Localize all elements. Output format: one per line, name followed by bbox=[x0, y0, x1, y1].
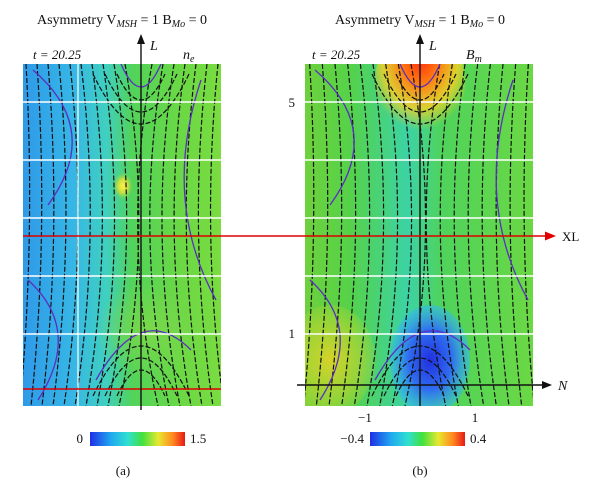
panel-b-variable-label: Bm bbox=[466, 48, 482, 65]
panel-a-separatrix bbox=[27, 279, 59, 401]
panel-b-title: Asymmetry VMSH = 1 BMo = 0 bbox=[335, 13, 505, 30]
panel-b-y-tick-5: 5 bbox=[289, 95, 296, 110]
panel-a-separatrix bbox=[183, 79, 217, 301]
panel-a-l-axis-arrow-icon bbox=[137, 34, 145, 44]
panel-b-separatrices bbox=[309, 64, 529, 401]
panel-b-l-label: L bbox=[428, 39, 437, 54]
panel-b-n-axis-arrow-icon bbox=[542, 381, 552, 389]
panel-a: Asymmetry VMSH = 1 BMo = 0 t = 20.25 L n… bbox=[0, 13, 257, 478]
panel-a-separatrices bbox=[27, 64, 217, 401]
xl-arrow-icon bbox=[545, 231, 556, 241]
panel-b-warm-left bbox=[305, 305, 375, 406]
panel-a-field-line bbox=[223, 64, 235, 406]
panel-b-field-line bbox=[278, 64, 287, 406]
panel-a-field-loop bbox=[104, 357, 178, 397]
panel-a-grid bbox=[23, 64, 221, 406]
panel-a-colorbar-max: 1.5 bbox=[190, 431, 206, 446]
panel-b-y-tick-1: 1 bbox=[289, 326, 296, 341]
panel-a-colorbar-min: 0 bbox=[77, 431, 84, 446]
panel-a-time-label: t = 20.25 bbox=[33, 47, 82, 62]
panel-b-separatrix bbox=[495, 79, 529, 301]
panel-b-x-tick-1: 1 bbox=[472, 410, 479, 425]
panel-a-title: Asymmetry VMSH = 1 BMo = 0 bbox=[37, 13, 207, 30]
panel-b-field-line bbox=[291, 64, 300, 406]
panel-a-caption: (a) bbox=[116, 463, 130, 478]
panel-b-x-tick-minus1: −1 bbox=[358, 410, 372, 425]
panel-a-field-line bbox=[247, 64, 257, 406]
panel-b-colorbar-max: 0.4 bbox=[470, 431, 487, 446]
panel-a-separatrix bbox=[95, 330, 192, 381]
panel-b-grid bbox=[305, 101, 533, 335]
panel-b-cold-region bbox=[390, 305, 470, 406]
panel-b-separatrix bbox=[374, 330, 471, 381]
panel-a-field-line bbox=[0, 64, 7, 406]
xl-label: XL bbox=[562, 229, 579, 244]
panel-a-colorbar bbox=[90, 432, 185, 446]
panel-b-n-label: N bbox=[557, 379, 568, 394]
panel-a-l-label: L bbox=[149, 39, 158, 54]
panel-b-separatrix bbox=[309, 279, 341, 401]
panel-a-field-loop bbox=[104, 73, 178, 113]
panel-a-separatrix bbox=[32, 69, 73, 206]
panel-b-colorbar-min: −0.4 bbox=[340, 431, 364, 446]
panel-b-separatrix bbox=[314, 69, 355, 206]
panel-b-l-axis-arrow-icon bbox=[416, 34, 424, 44]
panel-a-variable-label: ne bbox=[183, 48, 195, 65]
panel-b-field-line bbox=[266, 64, 275, 406]
panel-b-field-loop bbox=[383, 357, 457, 397]
panel-b: Asymmetry VMSH = 1 BMo = 0 t = 20.25 L B… bbox=[266, 13, 569, 478]
panel-b-caption: (b) bbox=[412, 463, 427, 478]
panel-b-time-label: t = 20.25 bbox=[312, 47, 361, 62]
panel-a-field-line bbox=[9, 64, 18, 406]
panel-a-density-peak bbox=[113, 172, 133, 200]
panel-a-field-line bbox=[235, 64, 246, 406]
panel-b-colorbar bbox=[370, 432, 465, 446]
panel-b-field-loop bbox=[383, 73, 457, 113]
